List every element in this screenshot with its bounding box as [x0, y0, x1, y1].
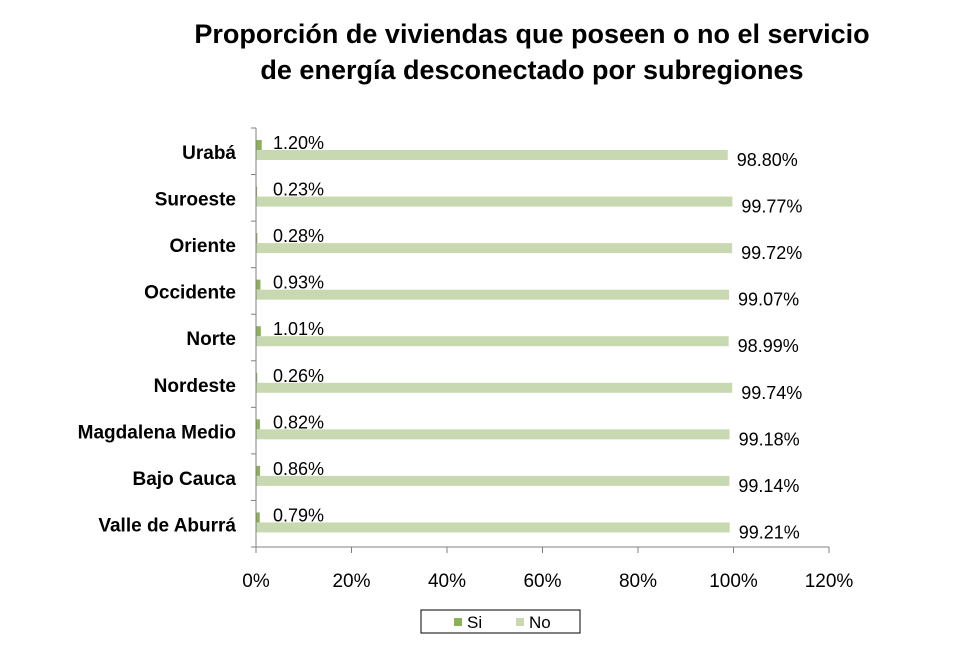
bar-no [256, 522, 730, 533]
bar-si [256, 279, 261, 290]
legend-box [420, 609, 581, 634]
category-label: Nordeste [154, 376, 236, 397]
data-label-no: 99.14% [738, 476, 799, 496]
data-label-si: 1.01% [273, 319, 324, 339]
legend-swatch-no [516, 618, 524, 626]
data-label-si: 0.82% [273, 412, 324, 432]
data-label-si: 0.23% [273, 180, 324, 200]
bar-no [256, 429, 730, 440]
bar-no [256, 243, 733, 254]
data-label-no: 99.18% [739, 429, 800, 449]
plot-area: Urabá 1.20% 98.80% Suroeste 0.23% 99.77% Orien… [78, 127, 854, 592]
bar-no [256, 150, 728, 160]
category-label: Urabá [182, 143, 236, 164]
category-label: Bajo Cauca [133, 469, 237, 490]
bar-si [256, 465, 261, 476]
data-label-si: 0.86% [273, 459, 324, 479]
data-label-no: 98.80% [737, 150, 798, 170]
data-label-si: 0.79% [273, 505, 324, 525]
chart-title-line-2: de energía desconectado por subregiones [260, 55, 803, 85]
data-label-no: 99.21% [739, 522, 800, 542]
category-label: Valle de Aburrá [98, 515, 236, 536]
data-label-no: 99.77% [741, 197, 802, 217]
data-label-no: 99.07% [738, 290, 799, 310]
x-tick-label: 80% [619, 571, 657, 592]
data-label-si: 0.93% [273, 273, 324, 293]
category-label: Suroeste [155, 190, 236, 211]
data-label-si: 0.26% [273, 366, 324, 386]
data-label-no: 99.72% [741, 243, 802, 263]
legend: Si No [420, 609, 581, 634]
category-label: Magdalena Medio [78, 422, 236, 443]
bar-no [256, 196, 733, 207]
data-label-no: 99.74% [741, 383, 802, 403]
bar-no [256, 289, 730, 300]
x-tick-label: 60% [523, 571, 561, 592]
legend-label-no: No [529, 613, 551, 632]
bar-si [256, 512, 260, 523]
category-label: Occidente [144, 283, 236, 304]
category-label: Oriente [169, 236, 236, 257]
bar-si [256, 140, 262, 150]
data-label-si: 1.20% [273, 133, 324, 153]
data-label-no: 98.99% [738, 336, 799, 356]
chart-title-line-1: Proporción de viviendas que poseen o no … [194, 19, 869, 49]
x-tick-label: 100% [709, 571, 758, 592]
x-tick-label: 20% [332, 571, 370, 592]
bar-si [256, 233, 258, 244]
data-label-si: 0.28% [273, 226, 324, 246]
bar-no [256, 336, 729, 347]
legend-label-si: Si [467, 613, 482, 632]
x-tick-label: 40% [428, 571, 466, 592]
bar-si [256, 186, 258, 197]
bar-si [256, 419, 260, 430]
bar-no [256, 475, 730, 486]
x-tick-label: 0% [242, 571, 270, 592]
bar-si [256, 372, 258, 383]
legend-swatch-si [454, 618, 462, 626]
bar-si [256, 326, 261, 337]
chart-title: Proporción de viviendas que poseen o no … [194, 19, 869, 85]
x-tick-label: 120% [805, 571, 854, 592]
bar-no [256, 382, 733, 393]
category-label: Norte [186, 329, 236, 350]
